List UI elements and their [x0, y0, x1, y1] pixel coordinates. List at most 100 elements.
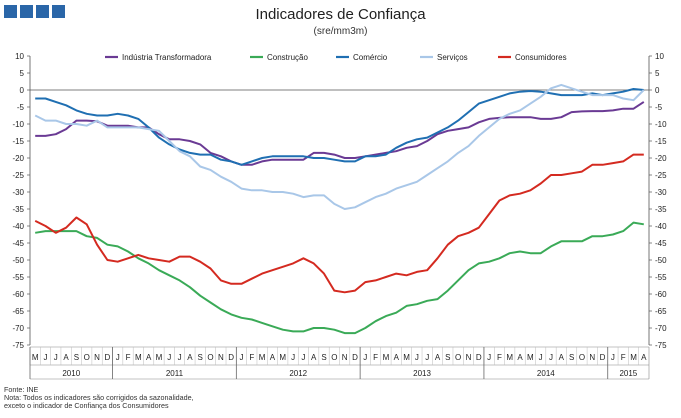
y-tick-label-left: -55: [12, 273, 24, 282]
y-tick-label-right: -60: [655, 290, 667, 299]
series-line-1: [35, 101, 645, 166]
y-tick-label-left: -10: [12, 120, 24, 129]
y-tick-label-right: -40: [655, 222, 667, 231]
y-tick-label-left: -35: [12, 205, 24, 214]
logo-square: [20, 5, 33, 18]
series-line-2: [35, 221, 644, 335]
month-label: M: [506, 353, 513, 362]
y-tick-label-left: -5: [17, 103, 25, 112]
year-label: 2015: [619, 369, 637, 378]
y-tick-label-left: -20: [12, 154, 24, 163]
y-tick-label-right: 10: [655, 52, 664, 61]
month-label: O: [84, 353, 90, 362]
month-label: D: [476, 353, 482, 362]
y-tick-label-right: -30: [655, 188, 667, 197]
month-label: S: [445, 353, 450, 362]
month-label: N: [94, 353, 100, 362]
month-label: A: [270, 353, 276, 362]
y-tick-label-left: 5: [20, 69, 25, 78]
month-label: O: [331, 353, 337, 362]
chart-title: Indicadores de Confiança: [255, 6, 426, 23]
y-tick-label-right: -70: [655, 324, 667, 333]
month-label: S: [321, 353, 326, 362]
y-tick-label-right: -20: [655, 154, 667, 163]
y-tick-label-left: -15: [12, 137, 24, 146]
legend-label: Serviços: [437, 53, 468, 62]
month-label: D: [600, 353, 606, 362]
year-label: 2010: [62, 369, 80, 378]
series-line-3: [35, 88, 644, 166]
year-label: 2012: [289, 369, 307, 378]
month-label: J: [43, 353, 47, 362]
legend-label: Comércio: [353, 53, 388, 62]
month-label: J: [301, 353, 305, 362]
y-tick-label-right: -50: [655, 256, 667, 265]
month-label: A: [311, 353, 317, 362]
month-label: M: [135, 353, 142, 362]
month-label: F: [497, 353, 502, 362]
footnote-note-line-1: Nota: Todos os indicadores são corrigido…: [4, 393, 194, 402]
y-tick-label-left: -40: [12, 222, 24, 231]
month-label: J: [415, 353, 419, 362]
month-label: O: [207, 353, 213, 362]
month-label: J: [487, 353, 491, 362]
month-label: A: [559, 353, 565, 362]
y-tick-label-right: -75: [655, 341, 667, 350]
month-label: S: [569, 353, 574, 362]
month-label: M: [279, 353, 286, 362]
year-label: 2013: [413, 369, 431, 378]
y-tick-label-right: -10: [655, 120, 667, 129]
month-label: F: [126, 353, 131, 362]
month-label: J: [116, 353, 120, 362]
month-label: A: [63, 353, 69, 362]
month-label: M: [527, 353, 534, 362]
month-label: J: [549, 353, 553, 362]
y-tick-label-right: -45: [655, 239, 667, 248]
month-label: A: [146, 353, 152, 362]
month-label: A: [187, 353, 193, 362]
month-label: F: [621, 353, 626, 362]
month-label: A: [641, 353, 647, 362]
y-tick-label-left: -30: [12, 188, 24, 197]
logo-square: [4, 5, 17, 18]
month-label: O: [579, 353, 585, 362]
month-label: A: [435, 353, 441, 362]
y-tick-label-left: -50: [12, 256, 24, 265]
month-label: M: [630, 353, 637, 362]
footnote-note-line-2: exceto o indicador de Confiança dos Cons…: [4, 401, 169, 410]
y-tick-label-left: -70: [12, 324, 24, 333]
month-label: M: [383, 353, 390, 362]
month-label: A: [394, 353, 400, 362]
y-tick-label-right: 0: [655, 86, 660, 95]
chart-subtitle: (sre/mm3m): [313, 26, 368, 37]
month-label: J: [425, 353, 429, 362]
y-tick-label-right: -5: [655, 103, 663, 112]
legend-label: Construção: [267, 53, 308, 62]
year-label: 2014: [537, 369, 555, 378]
month-label: N: [589, 353, 595, 362]
month-label: D: [352, 353, 358, 362]
series-line-4: [34, 83, 645, 210]
month-label: J: [611, 353, 615, 362]
month-label: M: [259, 353, 266, 362]
month-label: F: [373, 353, 378, 362]
legend-label: Indústria Transformadora: [122, 53, 212, 62]
y-tick-label-left: 0: [20, 86, 25, 95]
year-label: 2011: [166, 369, 184, 378]
month-label: S: [198, 353, 203, 362]
y-tick-label-right: -25: [655, 171, 667, 180]
month-label: N: [218, 353, 224, 362]
month-label: F: [249, 353, 254, 362]
y-tick-label-left: 10: [15, 52, 24, 61]
legend-label: Consumidores: [515, 53, 567, 62]
month-label: J: [54, 353, 58, 362]
month-label: J: [539, 353, 543, 362]
month-label: N: [466, 353, 472, 362]
month-label: S: [74, 353, 79, 362]
y-tick-label-left: -25: [12, 171, 24, 180]
footnote-source: Fonte: INE: [4, 385, 39, 394]
month-label: A: [517, 353, 523, 362]
month-label: M: [32, 353, 39, 362]
month-label: D: [104, 353, 110, 362]
